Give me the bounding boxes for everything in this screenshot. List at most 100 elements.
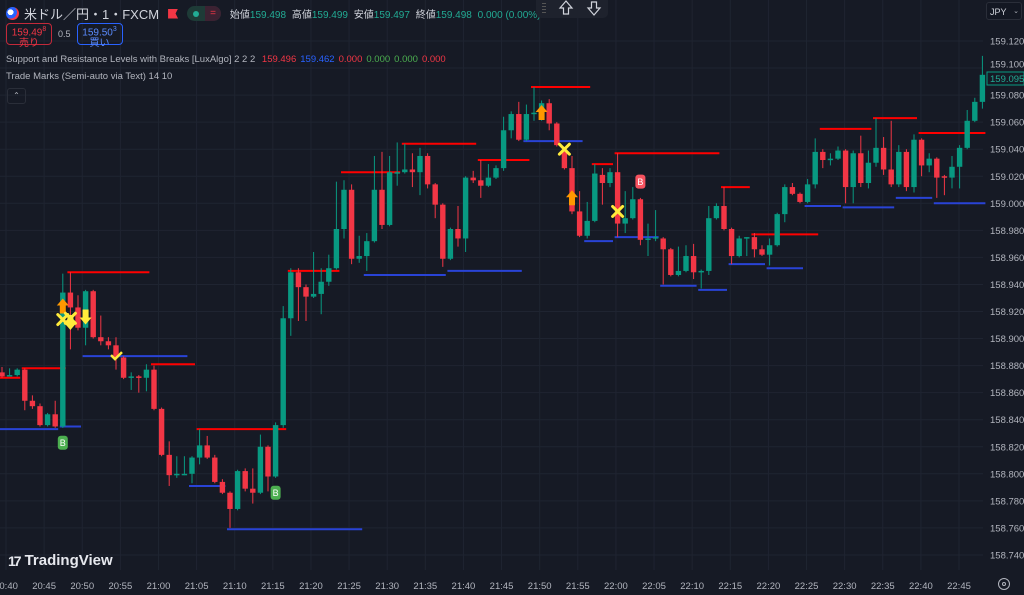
candle (272, 422, 279, 478)
candle-body (348, 189, 355, 259)
low-label: 安値 (353, 10, 374, 21)
candle (234, 469, 241, 511)
candle (736, 235, 742, 258)
indicator-legend-sr[interactable]: Support and Resistance Levels with Break… (6, 54, 454, 65)
time-tick-label: 22:40 (909, 581, 933, 592)
cross-icon (557, 142, 571, 156)
close-value: 159.498 (435, 10, 472, 21)
candle-body (706, 218, 712, 271)
currency-value: JPY (990, 7, 1007, 17)
time-tick-label: 22:30 (833, 581, 857, 592)
sell-button[interactable]: 159.498 売り (6, 23, 52, 49)
indicator-legend-trade-marks[interactable]: Trade Marks (Semi-auto via Text) 14 10 (6, 71, 176, 82)
down-arrow-icon (64, 314, 77, 330)
candle-body (607, 172, 613, 184)
candle-body (174, 473, 180, 476)
candle (941, 174, 948, 196)
time-tick-label: 21:40 (452, 581, 476, 592)
candle (60, 273, 66, 428)
price-tick-label: 159.120 (990, 37, 1024, 48)
time-axis[interactable]: 20:40 20:45 20:50 20:55 21:00 21:05 21:10 21:15… (0, 581, 971, 592)
time-tick-label: 22:10 (680, 581, 704, 592)
candle (455, 206, 461, 247)
candle (105, 337, 112, 350)
candle-body (82, 291, 89, 328)
candle-body (842, 150, 849, 188)
candle (584, 201, 590, 239)
time-tick-label: 21:20 (299, 581, 323, 592)
candle-body (873, 147, 879, 163)
candle (402, 143, 408, 174)
candle (827, 153, 834, 166)
settings-icon[interactable] (998, 578, 1010, 590)
low-value: 159.497 (373, 10, 410, 21)
arrow-up-icon[interactable] (558, 0, 574, 16)
candle (804, 178, 811, 204)
label-badge (270, 485, 281, 500)
collapse-legend-button[interactable]: ⌃ (7, 88, 26, 104)
time-tick-label: 20:45 (32, 581, 56, 592)
price-tick-label: 158.800 (990, 469, 1024, 480)
candle-body (485, 177, 492, 186)
candle (98, 315, 104, 346)
time-tick-label: 22:15 (718, 581, 742, 592)
flag-icon[interactable] (168, 8, 179, 19)
candle (956, 145, 963, 189)
price-tick-label: 159.080 (990, 91, 1024, 102)
candle (744, 237, 750, 257)
candle-body (60, 292, 66, 427)
price-tick-label: 158.760 (990, 523, 1024, 534)
candle-body (52, 414, 58, 427)
candle-body (888, 169, 894, 185)
candle-body (972, 101, 978, 121)
label-text: B (60, 438, 66, 448)
candle-body (326, 268, 332, 282)
candle (356, 235, 362, 263)
candle-body (364, 241, 370, 257)
symbol-title[interactable]: 米ドル／円・1・FXCM (24, 7, 160, 22)
candle (949, 155, 955, 189)
brand-name: TradingView (24, 552, 113, 569)
chart-grid (0, 0, 983, 570)
candle (462, 176, 469, 252)
candle-body (782, 187, 788, 215)
candle-body (280, 318, 286, 426)
candle-body (22, 369, 28, 401)
drag-grip-icon[interactable] (542, 3, 546, 13)
buy-button[interactable]: 159.503 買い (76, 23, 123, 49)
candle-body (736, 238, 742, 257)
tradingview-logo[interactable]: 17 TradingView (8, 552, 113, 569)
market-status-icon[interactable]: = (187, 6, 221, 21)
time-tick-label: 20:50 (70, 581, 94, 592)
price-tick-label: 159.060 (990, 118, 1024, 129)
candle (903, 149, 910, 192)
candle (303, 284, 309, 321)
down-arrow-icon (79, 309, 92, 325)
candle-body (386, 172, 393, 225)
candle (166, 441, 172, 486)
price-axis[interactable]: 159.120 159.100 159.080 159.060 159.040 159.0… (990, 37, 1024, 562)
candle-body (500, 130, 507, 169)
candle (508, 111, 514, 139)
candle (675, 246, 682, 277)
candle (75, 295, 81, 331)
sell-label: 売り (19, 38, 39, 50)
time-tick-label: 21:45 (490, 581, 514, 592)
candle-body (827, 158, 834, 161)
candle-body (774, 214, 780, 246)
candle (204, 435, 210, 459)
price-tick-label: 158.740 (990, 550, 1024, 561)
candle (478, 160, 484, 198)
candle-body (949, 166, 955, 178)
time-tick-label: 20:40 (0, 581, 18, 592)
candle (561, 150, 568, 170)
candle-body (29, 400, 36, 407)
time-tick-label: 21:15 (261, 581, 285, 592)
arrow-down-icon[interactable] (586, 0, 602, 16)
candle-body (675, 270, 682, 275)
time-tick-label: 21:05 (185, 581, 209, 592)
price-tick-label: 159.100 (990, 60, 1024, 71)
candle-body (151, 369, 157, 409)
currency-select[interactable]: JPY ⌄ (986, 2, 1022, 20)
